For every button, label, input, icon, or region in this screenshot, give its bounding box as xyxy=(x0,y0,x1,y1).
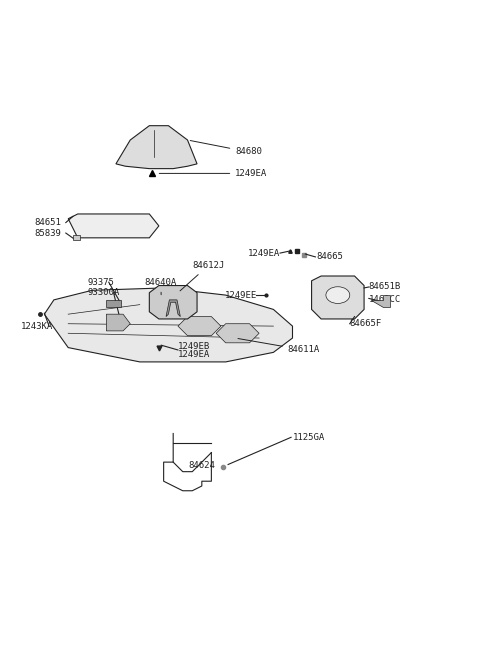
Ellipse shape xyxy=(326,286,350,304)
Text: 84624: 84624 xyxy=(188,461,215,470)
Polygon shape xyxy=(116,125,197,169)
Text: 1461CC: 1461CC xyxy=(369,296,401,304)
Polygon shape xyxy=(312,276,364,319)
Text: 84611A: 84611A xyxy=(238,338,320,355)
Polygon shape xyxy=(178,317,221,336)
Text: 85839: 85839 xyxy=(35,229,61,238)
Polygon shape xyxy=(73,235,80,240)
Text: 1249EB: 1249EB xyxy=(178,342,210,351)
Text: 84651B: 84651B xyxy=(369,283,401,292)
Polygon shape xyxy=(166,300,180,317)
Text: 93375: 93375 xyxy=(87,278,114,286)
Polygon shape xyxy=(107,300,120,307)
Text: 1249EA: 1249EA xyxy=(159,169,267,178)
Text: 1249EA: 1249EA xyxy=(248,248,281,258)
Text: 1249EE: 1249EE xyxy=(225,290,257,300)
Text: 84665F: 84665F xyxy=(350,319,382,328)
Text: 84665: 84665 xyxy=(316,252,343,261)
Polygon shape xyxy=(68,214,159,238)
Text: 1249EA: 1249EA xyxy=(178,350,210,359)
Text: 84640A: 84640A xyxy=(144,278,177,295)
Text: 84651: 84651 xyxy=(35,218,61,227)
Text: 84612J: 84612J xyxy=(180,261,225,291)
Polygon shape xyxy=(107,314,130,331)
Text: 84680: 84680 xyxy=(190,141,262,156)
Polygon shape xyxy=(44,288,292,362)
Text: 1125GA: 1125GA xyxy=(292,433,325,442)
Text: 1243KA: 1243KA xyxy=(21,322,53,330)
Text: 93300A: 93300A xyxy=(87,288,120,297)
Polygon shape xyxy=(216,324,259,343)
Polygon shape xyxy=(149,286,197,319)
Polygon shape xyxy=(371,295,390,307)
